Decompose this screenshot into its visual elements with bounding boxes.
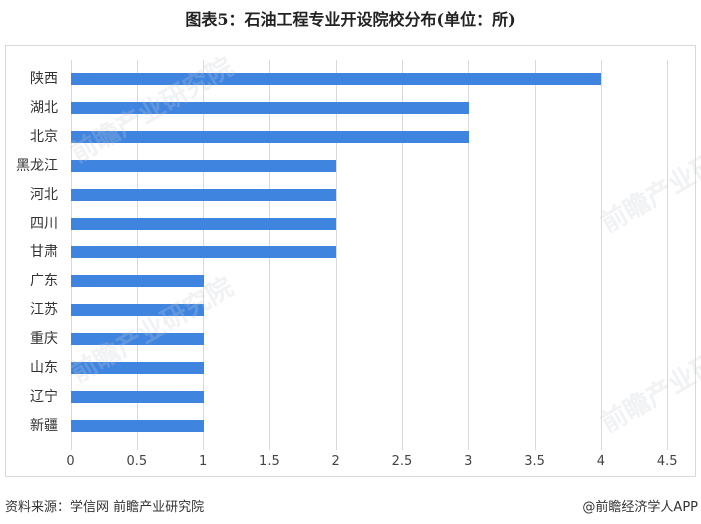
gridline	[534, 60, 536, 450]
chart-frame	[5, 45, 696, 477]
credit-note: @前瞻经济学人APP	[582, 500, 698, 515]
category-label: 甘肃	[30, 244, 58, 261]
category-label: 江苏	[30, 302, 58, 319]
category-label: 辽宁	[30, 388, 58, 405]
category-label: 重庆	[30, 331, 58, 348]
x-tick-label: 3.5	[524, 454, 545, 469]
gridline	[402, 60, 403, 450]
x-tick-label: 0.5	[126, 454, 148, 469]
x-tick-label: 3	[464, 454, 473, 469]
bar	[71, 304, 204, 317]
gridline	[335, 60, 337, 450]
bar	[71, 217, 337, 230]
bar	[71, 246, 337, 259]
category-label: 北京	[30, 128, 58, 145]
category-label: 湖北	[30, 99, 58, 116]
category-label: 山东	[30, 360, 58, 376]
category-label: 陕西	[30, 71, 58, 87]
bar	[71, 390, 204, 403]
bar	[71, 333, 204, 346]
source-note: 资料来源：学信网 前瞻产业研究院	[5, 500, 205, 515]
category-label: 黑龙江	[16, 157, 58, 174]
bar	[71, 188, 337, 201]
x-tick-label: 1	[198, 454, 208, 469]
x-tick-label: 4	[596, 454, 606, 469]
category-label: 四川	[30, 215, 58, 232]
category-label: 新疆	[30, 417, 58, 434]
x-tick-label: 2.5	[391, 454, 413, 469]
bar	[71, 419, 204, 432]
category-label: 河北	[30, 186, 58, 203]
bar	[71, 130, 469, 143]
bar	[71, 101, 469, 114]
bar	[71, 362, 204, 374]
bar	[71, 275, 204, 288]
x-tick-label: 4.5	[656, 454, 678, 469]
x-tick-label: 0	[66, 454, 75, 469]
gridline	[667, 60, 669, 450]
category-label: 广东	[30, 273, 58, 290]
gridline	[468, 60, 470, 450]
bar	[71, 159, 337, 172]
gridline	[600, 60, 602, 450]
x-tick-label: 2	[331, 454, 340, 469]
chart-title: 图表5：石油工程专业开设院校分布(单位：所)	[185, 10, 516, 29]
bar	[71, 73, 602, 85]
x-tick-label: 1.5	[259, 454, 280, 469]
